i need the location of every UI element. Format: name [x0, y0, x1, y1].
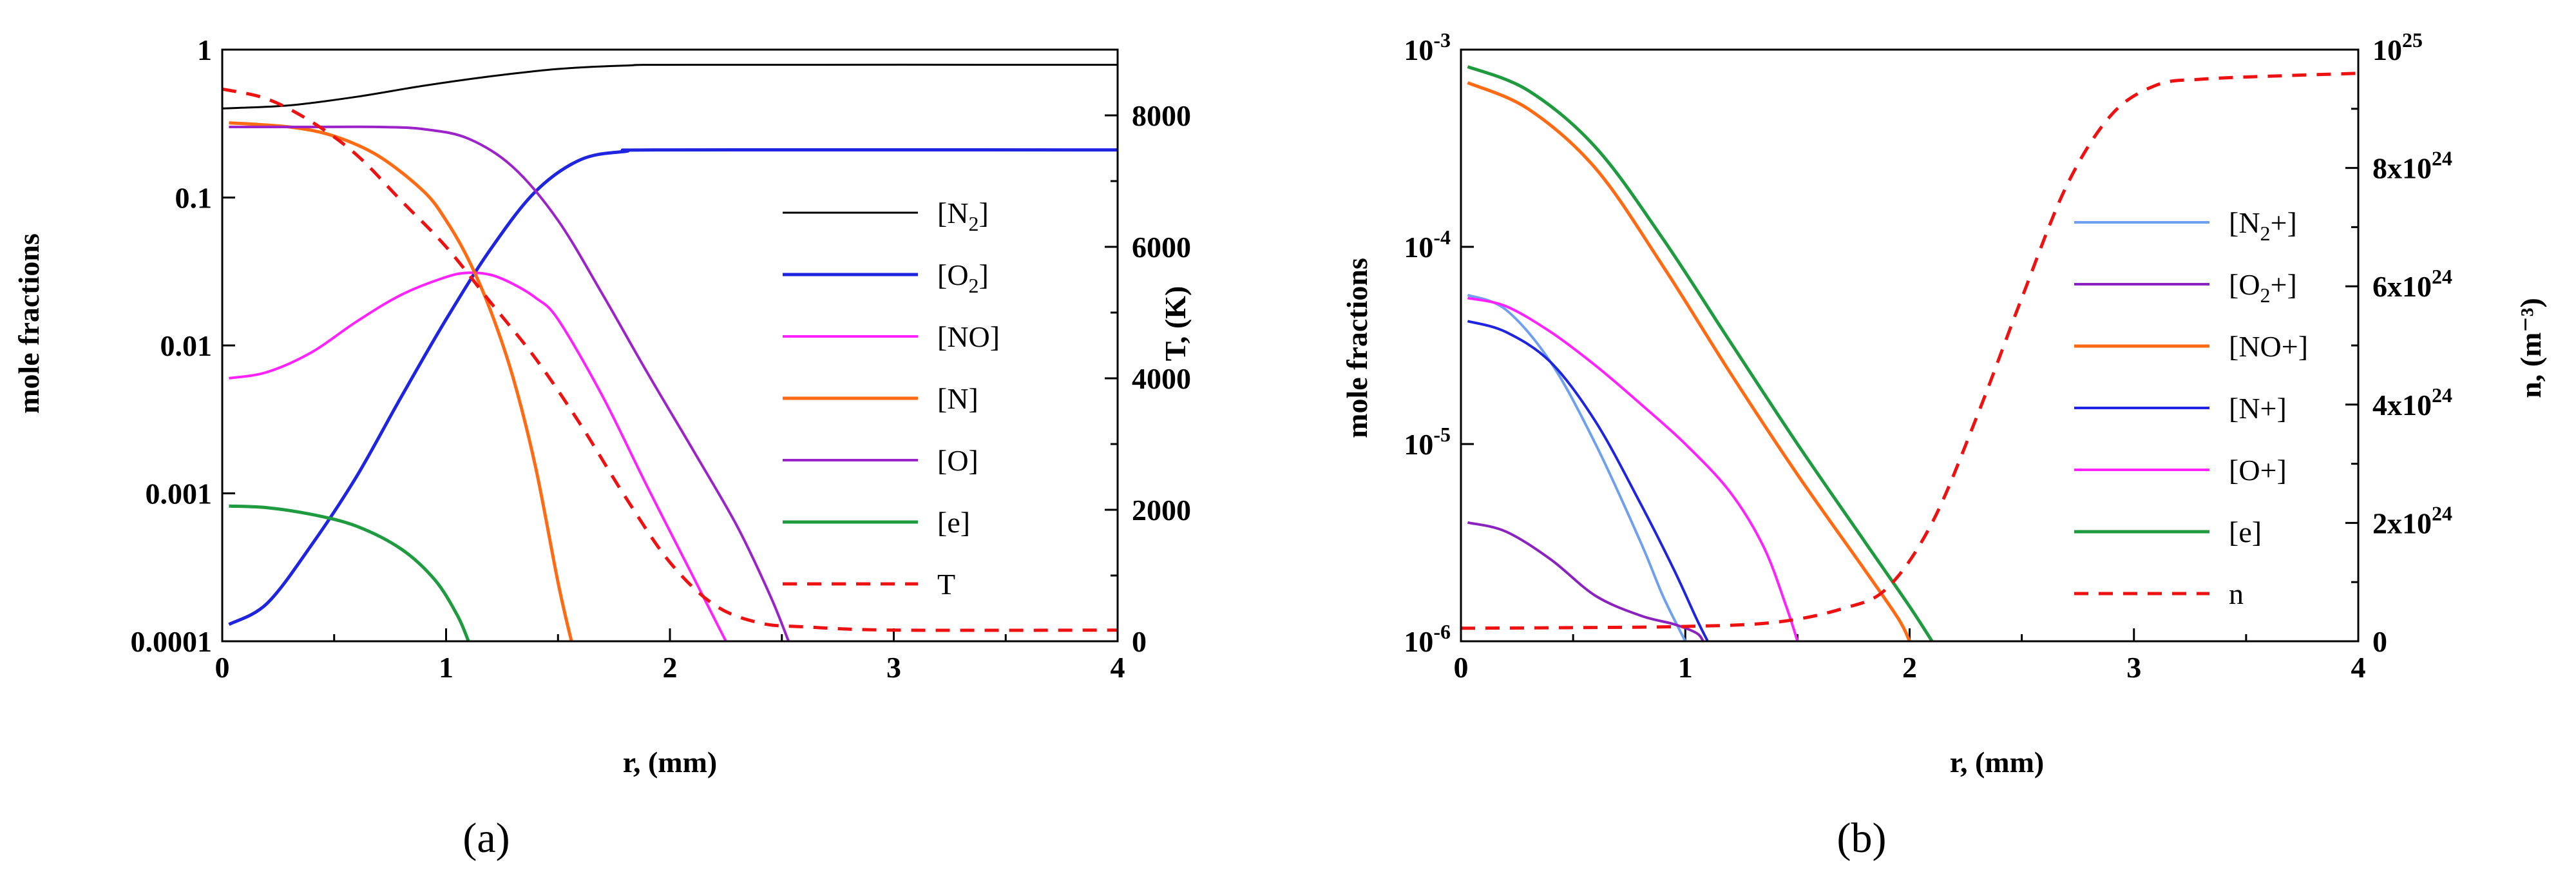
panel-a-x-tick-label: 3	[886, 651, 901, 684]
panel-b-legend: [N2+] [O2+] [NO+] [N+] [O+] [e] n	[2074, 206, 2308, 610]
panel-a-y2-tick-label: 4000	[1132, 362, 1191, 395]
panel-b-label: (b)	[1837, 815, 1887, 862]
panel-a-x-tick-label: 2	[663, 651, 678, 684]
panel-b-y2-tick-label: 0	[2372, 625, 2387, 658]
panel-b-y2-tick-label: 1025	[2372, 28, 2423, 66]
panel-b-series	[1460, 65, 2359, 643]
panel-b-y-tick-label: 10-6	[1404, 620, 1451, 658]
panel-b-legend-label-n: n	[2229, 577, 2244, 610]
panel-a-series-o-line	[229, 125, 790, 642]
panel-a-series-no-line	[229, 271, 727, 642]
panel-a-chart: mole fractions T, (K) r, (mm) (a) 0 1 2 3 40…	[12, 34, 1192, 862]
panel-a-y-axis-label: mole fractions	[12, 233, 45, 414]
panel-a-y2-tick-label: 2000	[1132, 494, 1191, 527]
panel-b-x-tick-label: 3	[2126, 651, 2141, 684]
panel-a-series-o2-line	[228, 148, 1118, 626]
panel-b-series-n2-line	[1467, 293, 1687, 642]
panel-b-y-tick-label: 10-5	[1404, 423, 1451, 461]
panel-a-y-tick-label: 0.01	[160, 329, 213, 362]
panel-a-legend-label-t: T	[937, 568, 955, 601]
panel-a-x-tick-label: 0	[215, 651, 230, 684]
panel-a-x-tick-label: 1	[439, 651, 453, 684]
panel-b-legend-label-no: [NO+]	[2229, 330, 2308, 363]
panel-b-series-o2-line	[1467, 521, 1704, 643]
panel-b-y2-axis-label: n, (m⁻³)	[2514, 298, 2547, 398]
panel-b-y2-tick-label: 6x1024	[2372, 265, 2452, 303]
panel-a-y-tick-label: 0.0001	[131, 625, 213, 658]
panel-a-legend-label-no: [NO]	[937, 320, 1000, 353]
panel-b-series-no-line	[1467, 81, 1911, 643]
panel-b-chart: mole fractions n, (m⁻³) r, (mm) (b) 0 1 2 3…	[1340, 28, 2547, 862]
panel-a-y2-tick-label: 0	[1132, 625, 1147, 658]
panel-b-y-axis-label: mole fractions	[1340, 258, 1373, 438]
panel-b-legend-label-o: [O+]	[2229, 454, 2287, 487]
panel-b-legend-label-o2: [O2+]	[2229, 268, 2297, 307]
panel-b-legend-label-e: [e]	[2229, 516, 2262, 548]
panel-a-y2-axis-label: T, (K)	[1159, 286, 1192, 362]
panel-b-y2-tick-label: 4x1024	[2372, 383, 2452, 421]
panel-b-series-n-line	[1467, 320, 1709, 642]
panel-a-label: (a)	[463, 815, 510, 862]
panel-b-series-o-line	[1467, 296, 1799, 642]
panel-b-x-tick-label: 4	[2351, 651, 2366, 684]
panel-a-legend-label-n2: [N2]	[937, 197, 989, 235]
panel-b-series-e-line	[1467, 65, 1934, 643]
panel-b-y-tick-label: 10-3	[1404, 28, 1451, 66]
panel-b-y2-tick-label: 8x1024	[2372, 147, 2452, 185]
panel-b-x-tick-label: 1	[1678, 651, 1693, 684]
panel-b-axis-ticks: 0 1 2 3 4 10-6 10-5 10-4 10-3 0 2x1024 4x1024 6x1024…	[1404, 28, 2452, 684]
panel-a-legend-label-o: [O]	[937, 444, 978, 477]
panel-a-series-n-line	[229, 121, 573, 642]
panel-a-legend: [N2] [O2] [NO] [N] [O] [e] T	[783, 197, 1000, 601]
panel-a-x-axis-label: r, (mm)	[623, 746, 717, 779]
panel-a-x-tick-label: 4	[1111, 651, 1125, 684]
panel-a-y2-tick-label: 6000	[1132, 231, 1191, 264]
panel-b-series-n-line	[1460, 72, 2359, 630]
panel-a-y-tick-label: 0.1	[175, 182, 213, 215]
panel-a-series-t-line	[222, 87, 1118, 632]
panel-b-legend-label-n2: [N2+]	[2229, 206, 2297, 245]
panel-b-x-tick-label: 0	[1454, 651, 1469, 684]
panel-a-y2-tick-label: 8000	[1132, 99, 1191, 132]
panel-b-x-tick-label: 2	[1902, 651, 1917, 684]
panel-b-y-tick-label: 10-4	[1404, 226, 1451, 264]
panel-a-series	[222, 63, 1118, 642]
panel-b-legend-label-n: [N+]	[2229, 392, 2287, 425]
panel-a-y-tick-label: 0.001	[146, 478, 213, 510]
panel-a-legend-label-o2: [O2]	[937, 258, 989, 297]
panel-a-legend-label-e: [e]	[937, 506, 970, 539]
panel-a-y-tick-label: 1	[197, 34, 212, 66]
panel-a-series-e-line	[229, 504, 470, 642]
panel-a-series-n2-line	[222, 63, 1118, 110]
panel-b-plot-frame	[1460, 48, 2360, 643]
panel-a-axis-ticks: 0 1 2 3 4 0.0001 0.001 0.01 0.1 1 0 2000 4000 6000 800…	[131, 34, 1192, 684]
panel-a-plot-frame	[221, 48, 1119, 643]
panel-b-y2-tick-label: 2x1024	[2372, 501, 2452, 539]
panel-b-x-axis-label: r, (mm)	[1950, 746, 2044, 779]
panel-a-legend-label-n: [N]	[937, 382, 978, 415]
